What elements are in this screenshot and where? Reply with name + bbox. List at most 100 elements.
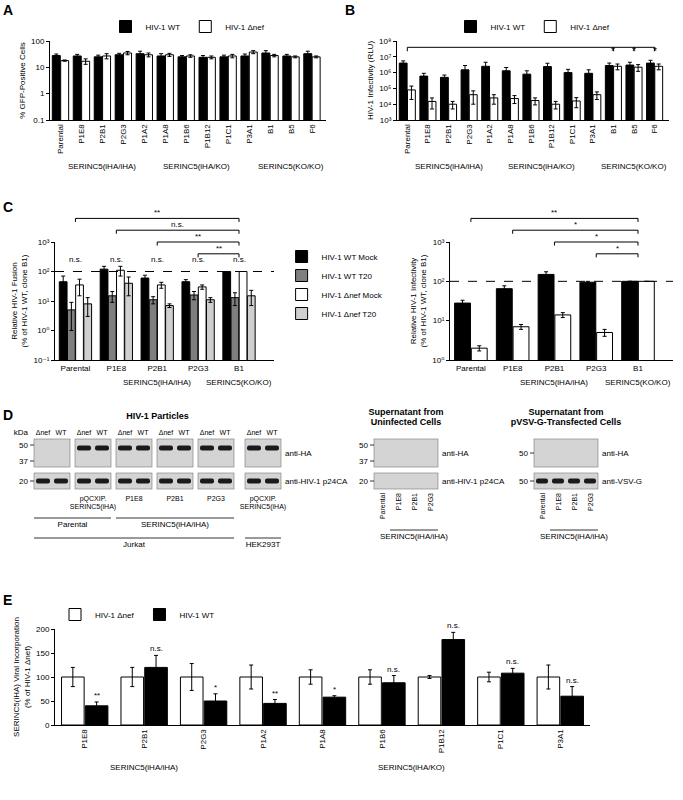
svg-text:150: 150 [36,649,50,658]
svg-text:HIV-1 WT Mock: HIV-1 WT Mock [322,253,379,262]
svg-text:Parental: Parental [539,493,546,520]
svg-text:SERINC5(iHA/KO): SERINC5(iHA/KO) [508,162,575,171]
svg-text:Parental: Parental [61,364,91,373]
svg-text:10¹: 10¹ [38,297,50,306]
svg-text:SERINC5(iHA/iHA): SERINC5(iHA/iHA) [123,378,191,387]
svg-text:**: ** [216,244,222,253]
svg-text:anti-HA: anti-HA [602,449,629,458]
svg-text:P1A8: P1A8 [161,124,170,144]
svg-text:HIV-1 Δnef: HIV-1 Δnef [95,611,134,620]
svg-text:HIV-1 Δnef T20: HIV-1 Δnef T20 [322,310,377,319]
svg-text:SERINC5(KO/KO): SERINC5(KO/KO) [206,378,272,387]
svg-text:P2B1: P2B1 [166,495,183,502]
svg-text:*: * [214,683,217,692]
svg-text:SERINC5(iHA/iHA): SERINC5(iHA/iHA) [415,162,483,171]
svg-text:B1: B1 [266,124,275,134]
svg-text:B1: B1 [633,364,643,373]
svg-text:100: 100 [36,673,50,682]
svg-text:10¹: 10¹ [433,316,445,325]
svg-text:10⁴: 10⁴ [379,100,392,109]
svg-text:50: 50 [519,477,528,486]
svg-text:**: ** [154,208,160,217]
svg-text:P2G3: P2G3 [586,364,607,373]
svg-text:Δnef: Δnef [247,429,261,436]
svg-text:**: ** [272,689,278,698]
svg-text:HIV-1 Δnef Mock: HIV-1 Δnef Mock [322,291,383,300]
svg-text:P1A2: P1A2 [140,124,149,144]
svg-text:*: * [333,685,336,694]
svg-text:P2B1: P2B1 [140,729,149,749]
svg-text:10²: 10² [433,277,445,286]
svg-text:0: 0 [45,721,50,730]
svg-text:P1C1: P1C1 [568,124,577,145]
svg-text:SERINC5(KO/KO): SERINC5(KO/KO) [601,162,667,171]
svg-text:SERINC5(iHA/iHA): SERINC5(iHA/iHA) [141,520,209,529]
svg-text:pQCXIP.SERINC5(iHA): pQCXIP.SERINC5(iHA) [70,495,116,511]
svg-text:n.s.: n.s. [151,255,164,264]
svg-text:P2G3: P2G3 [465,124,474,145]
svg-text:P2G3: P2G3 [427,493,434,511]
svg-text:P1B6: P1B6 [378,729,387,749]
svg-text:n.s.: n.s. [171,220,184,229]
svg-text:10³: 10³ [433,238,445,247]
svg-text:kDa: kDa [14,428,29,437]
svg-text:anti-HA: anti-HA [442,449,469,458]
svg-text:SERINC5(iHA/iHA): SERINC5(iHA/iHA) [540,532,608,541]
svg-text:P1A2: P1A2 [259,729,268,749]
svg-text:Parental: Parental [456,364,486,373]
svg-text:Δnef: Δnef [118,429,132,436]
svg-text:WT: WT [56,429,68,436]
svg-text:P2B1: P2B1 [98,124,107,144]
svg-text:HIV-1 WT: HIV-1 WT [179,611,214,620]
svg-text:SERINC5(iHA/KO): SERINC5(iHA/KO) [163,162,230,171]
svg-text:10⁰: 10⁰ [432,356,444,365]
svg-text:n.s.: n.s. [192,255,205,264]
svg-text:P1C1: P1C1 [496,729,505,750]
svg-text:Jurkat: Jurkat [123,540,146,549]
svg-text:100: 100 [31,37,45,46]
svg-text:P2G3: P2G3 [199,729,208,750]
svg-text:Parental: Parental [379,493,386,520]
svg-text:0.1: 0.1 [33,116,45,125]
svg-text:SERINC5(iHA/iHA): SERINC5(iHA/iHA) [68,162,136,171]
svg-text:50: 50 [19,441,28,450]
svg-text:WT: WT [138,429,150,436]
svg-text:50: 50 [40,697,49,706]
svg-text:Supernatant fromUninfected Cel: Supernatant fromUninfected Cells [368,407,443,427]
svg-text:P1A8: P1A8 [318,729,327,749]
svg-text:P3A1: P3A1 [556,729,565,749]
svg-text:B5: B5 [630,124,639,134]
svg-text:HIV-1 Infectivity (RLU): HIV-1 Infectivity (RLU) [366,41,375,120]
svg-text:P1A8: P1A8 [506,124,515,144]
svg-text:HIV-1 Particles: HIV-1 Particles [126,411,189,421]
svg-text:50: 50 [359,441,368,450]
svg-text:Parental: Parental [56,124,65,154]
svg-text:**: ** [94,691,100,700]
svg-text:**: ** [195,232,201,241]
svg-text:SERINC5(KO/KO): SERINC5(KO/KO) [258,162,324,171]
svg-text:F6: F6 [650,124,659,134]
svg-text:F6: F6 [308,124,317,134]
svg-text:Relative HIV-1 Infectivity(% o: Relative HIV-1 Infectivity(% of HIV-1 WT… [409,254,428,347]
svg-text:anti-HIV-1 p24CA: anti-HIV-1 p24CA [442,477,505,486]
svg-text:SERINC5(iHA/KO): SERINC5(iHA/KO) [378,763,445,772]
svg-text:37: 37 [19,457,28,466]
svg-text:Δnef: Δnef [200,429,214,436]
svg-text:B1: B1 [234,364,244,373]
svg-text:HIV-1 Δnef: HIV-1 Δnef [225,23,264,32]
svg-text:pQCXIP.SERINC5(iHA): pQCXIP.SERINC5(iHA) [240,495,286,511]
svg-text:1: 1 [40,89,45,98]
svg-text:10⁻¹: 10⁻¹ [34,356,50,365]
svg-text:anti-HIV-1 p24CA: anti-HIV-1 p24CA [285,477,348,486]
svg-text:HIV-1 WT: HIV-1 WT [491,23,526,32]
svg-text:P1E8: P1E8 [555,493,562,510]
svg-text:10³: 10³ [380,116,392,125]
svg-text:P1C1: P1C1 [224,124,233,145]
svg-text:n.s.: n.s. [447,621,460,630]
svg-text:20: 20 [19,477,28,486]
svg-text:P1B12: P1B12 [203,124,212,149]
svg-text:Δnef: Δnef [77,429,91,436]
svg-text:SERINC5(iHA/iHA): SERINC5(iHA/iHA) [110,763,178,772]
svg-text:anti-HA: anti-HA [285,449,312,458]
svg-text:SERINC5(iHA/iHA): SERINC5(iHA/iHA) [520,378,588,387]
